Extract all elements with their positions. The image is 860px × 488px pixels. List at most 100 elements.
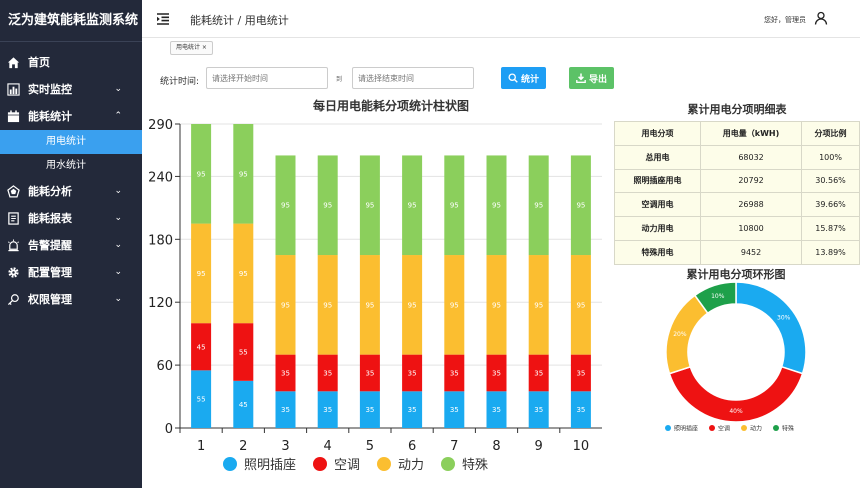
- data-label: 45: [239, 401, 248, 409]
- data-label: 95: [534, 301, 543, 309]
- sidebar-item-permissions[interactable]: 权限管理 ⌄: [0, 286, 142, 313]
- table-cell: 39.66%: [801, 192, 860, 218]
- menu-toggle-icon[interactable]: [156, 12, 170, 26]
- bar-segment: [402, 391, 423, 428]
- alarm-icon: [8, 239, 19, 252]
- data-label: 95: [408, 301, 417, 309]
- legend-label: 空调: [334, 458, 360, 473]
- sidebar-item-alarms[interactable]: 告警提醒 ⌄: [0, 232, 142, 259]
- data-label: 35: [492, 369, 501, 377]
- bar-chart-icon: [7, 83, 20, 96]
- detail-table-title: 累计用电分项明细表: [687, 103, 787, 116]
- bar-segment: [402, 155, 423, 256]
- search-icon: [508, 73, 518, 83]
- x-tick-label: 7: [450, 439, 458, 454]
- bar-segment: [528, 391, 549, 428]
- chevron-down-icon: ⌄: [114, 84, 122, 94]
- legend-marker: [313, 457, 327, 471]
- user-icon[interactable]: [814, 11, 828, 25]
- user-greeting: 您好，管理员: [764, 16, 806, 24]
- sidebar-item-label: 权限管理: [28, 293, 72, 306]
- donut-slice: [693, 281, 737, 315]
- data-label: 35: [408, 406, 417, 414]
- bar-segment: [359, 155, 380, 256]
- pentagon-icon: [7, 185, 20, 198]
- sidebar-item-label: 告警提醒: [28, 239, 72, 252]
- sidebar-item-home[interactable]: 首页: [0, 49, 142, 76]
- data-label: 95: [239, 270, 248, 278]
- tab-bar: 用电统计 ×: [142, 38, 860, 60]
- legend-label: 照明插座: [244, 458, 296, 473]
- bar-segment: [275, 155, 296, 256]
- y-tick-label: 0: [165, 422, 173, 437]
- bar-segment: [233, 323, 254, 381]
- legend-label: 照明插座: [674, 425, 698, 433]
- document-icon: [8, 212, 19, 225]
- table-cell: 9452: [700, 239, 803, 265]
- data-label: 95: [323, 301, 332, 309]
- bar-segment: [570, 354, 591, 392]
- legend-marker: [223, 457, 237, 471]
- bar-segment: [317, 391, 338, 428]
- sidebar-subitem-electricity[interactable]: 用电统计: [0, 130, 142, 154]
- chevron-up-icon: ⌃: [114, 111, 122, 121]
- data-label: 35: [450, 369, 459, 377]
- tab-electricity-stats[interactable]: 用电统计 ×: [170, 41, 213, 55]
- sidebar-subitem-water[interactable]: 用水统计: [46, 160, 86, 171]
- bar-segment: [570, 391, 591, 428]
- data-label: 35: [323, 406, 332, 414]
- legend-label: 动力: [750, 425, 762, 433]
- data-label: 95: [239, 170, 248, 178]
- column-header: 用电分项: [613, 121, 702, 146]
- legend-marker: [741, 425, 747, 431]
- data-label: 95: [281, 202, 290, 210]
- data-label: 35: [534, 369, 543, 377]
- bar-segment: [233, 124, 254, 224]
- slice-label: 10%: [711, 293, 725, 300]
- bar-segment: [191, 124, 212, 224]
- legend-label: 空调: [718, 425, 730, 433]
- data-label: 95: [197, 270, 206, 278]
- data-label: 35: [281, 406, 290, 414]
- legend-marker: [441, 457, 455, 471]
- sidebar-item-stats[interactable]: 能耗统计 ⌃: [0, 103, 142, 130]
- bar-segment: [402, 354, 423, 392]
- slice-label: 40%: [729, 408, 743, 415]
- table-cell: 100%: [801, 144, 860, 170]
- data-label: 95: [492, 202, 501, 210]
- data-label: 95: [365, 301, 374, 309]
- sidebar-item-analysis[interactable]: 能耗分析 ⌄: [0, 178, 142, 205]
- x-tick-label: 6: [408, 439, 416, 454]
- y-tick-label: 120: [148, 296, 173, 311]
- sidebar-item-reports[interactable]: 能耗报表 ⌄: [0, 205, 142, 232]
- y-tick-label: 60: [156, 359, 173, 374]
- sidebar-item-label: 配置管理: [28, 266, 72, 279]
- bar-segment: [570, 255, 591, 355]
- table-cell: 26988: [700, 192, 803, 218]
- y-tick-label: 180: [148, 233, 173, 248]
- data-label: 95: [197, 170, 206, 178]
- bar-segment: [486, 155, 507, 256]
- data-label: 95: [576, 202, 585, 210]
- chevron-down-icon: ⌄: [114, 186, 122, 196]
- sidebar-item-config[interactable]: 配置管理 ⌄: [0, 259, 142, 286]
- gear-icon: [8, 267, 19, 278]
- data-label: 35: [323, 369, 332, 377]
- x-tick-label: 1: [197, 439, 205, 454]
- data-label: 95: [492, 301, 501, 309]
- legend-marker: [709, 425, 715, 431]
- top-bar: 能耗统计 / 用电统计 您好，管理员: [142, 0, 860, 38]
- stacked-bar-chart: 每日用电能耗分项统计柱状图060120180240290155459595245…: [148, 98, 602, 473]
- x-tick-label: 5: [366, 439, 374, 454]
- table-cell: 照明插座用电: [613, 168, 702, 194]
- start-date-input[interactable]: [206, 67, 328, 89]
- donut-chart: 累计用电分项环形图 30% 40% 20% 10% 照明插座 空调 动力 特殊: [665, 267, 807, 433]
- search-button-label: 统计: [520, 74, 539, 85]
- slice-label: 20%: [673, 331, 687, 338]
- data-label: 35: [408, 369, 417, 377]
- search-button[interactable]: 统计: [501, 67, 546, 89]
- end-date-input[interactable]: [352, 67, 474, 89]
- sidebar-item-monitor[interactable]: 实时监控 ⌄: [0, 76, 142, 103]
- x-tick-label: 8: [492, 439, 500, 454]
- export-button[interactable]: 导出: [569, 67, 614, 89]
